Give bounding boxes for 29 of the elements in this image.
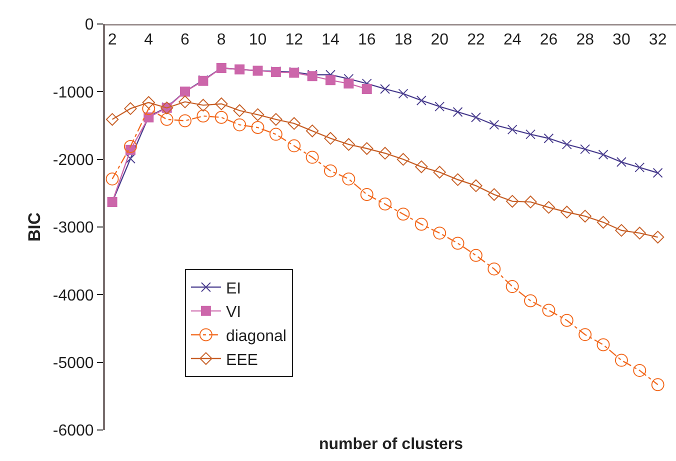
legend-label: EI [226, 280, 242, 298]
x-tick-label: 32 [648, 32, 667, 49]
x-tick-label: 2 [108, 32, 117, 49]
x-tick-label: 18 [394, 32, 412, 49]
x-tick-label: 26 [540, 32, 558, 49]
legend-label: VI [226, 304, 242, 322]
y-tick-label: -2000 [52, 152, 94, 169]
x-tick-label: 6 [180, 32, 190, 49]
y-tick-label: -1000 [52, 84, 94, 102]
y-tick-label: -4000 [52, 287, 94, 304]
x-tick-label: 16 [358, 32, 376, 49]
y-tick-label: -6000 [52, 422, 94, 440]
y-axis-title: BIC [24, 212, 44, 242]
x-tick-label: 12 [285, 32, 304, 49]
x-tick-label: 30 [612, 32, 630, 49]
x-tick-label: 10 [248, 32, 267, 49]
x-tick-label: 20 [430, 32, 449, 49]
x-tick-label: 24 [503, 32, 522, 49]
y-tick-label: -3000 [52, 220, 94, 237]
x-tick-label: 14 [322, 32, 340, 49]
y-tick-label: 0 [84, 16, 94, 34]
y-tick-label: -5000 [52, 354, 94, 372]
x-axis-title: number of clusters [319, 436, 464, 453]
x-tick-label: 4 [144, 32, 154, 49]
legend-label: diagonal [226, 328, 286, 345]
legend-label: EEE [226, 352, 258, 369]
x-tick-label: 8 [216, 32, 226, 49]
x-tick-label: 22 [467, 32, 485, 49]
x-tick-label: 28 [576, 32, 594, 49]
